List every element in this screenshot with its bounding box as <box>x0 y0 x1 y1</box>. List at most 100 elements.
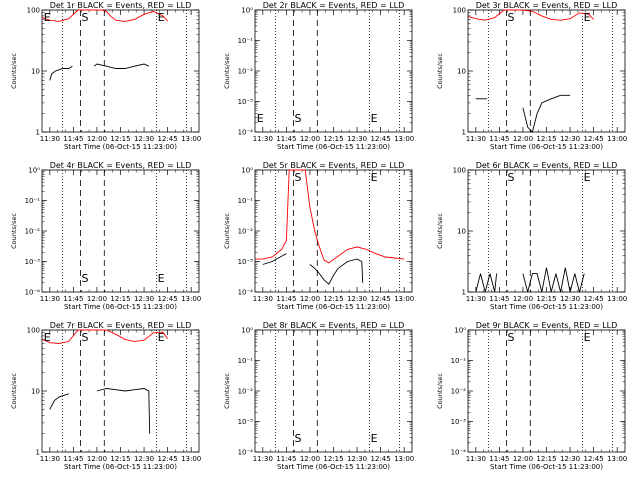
x-tick-label: 13:00 <box>181 455 201 463</box>
x-tick-label: 13:00 <box>607 295 627 303</box>
time-marker-label: S <box>294 112 301 125</box>
events-series-line <box>93 63 149 69</box>
x-tick-label: 13:00 <box>394 295 414 303</box>
y-tick-label: 10⁻² <box>238 68 254 76</box>
plot-frame <box>467 9 626 133</box>
y-tick-label: 10⁻¹ <box>238 357 254 365</box>
time-marker-label: E <box>371 432 378 445</box>
plot-frame <box>254 169 413 293</box>
y-tick-label: 100 <box>27 7 40 15</box>
x-tick-label: 12:30 <box>347 295 367 303</box>
y-tick-label: 1 <box>36 129 40 137</box>
time-marker-label: E <box>44 11 51 24</box>
time-marker-label: E <box>158 331 165 344</box>
plot-frame <box>41 9 200 133</box>
y-tick-label: 100 <box>27 327 40 335</box>
x-axis-label: Start Time (06-Oct-15 11:23:00) <box>64 303 177 311</box>
y-axis-label: Counts/sec <box>10 213 18 249</box>
y-tick-label: 10⁻¹ <box>238 37 254 45</box>
y-tick-label: 10 <box>31 68 40 76</box>
x-tick-label: 12:45 <box>158 455 178 463</box>
time-marker-label: E <box>257 112 264 125</box>
y-tick-label: 10⁻³ <box>25 258 41 266</box>
y-tick-label: 10⁻¹ <box>451 357 467 365</box>
y-tick-label: 1 <box>462 129 466 137</box>
x-tick-label: 11:45 <box>489 455 509 463</box>
x-axis-label: Start Time (06-Oct-15 11:23:00) <box>490 463 603 471</box>
time-marker-label: E <box>158 272 165 285</box>
x-axis-label: Start Time (06-Oct-15 11:23:00) <box>64 463 177 471</box>
chart-title: Det 1r BLACK = Events, RED = LLD <box>50 1 192 10</box>
y-tick-label: 10⁰ <box>241 167 253 175</box>
x-tick-label: 11:30 <box>40 135 60 143</box>
chart-title: Det 5r BLACK = Events, RED = LLD <box>263 161 405 170</box>
chart-title: Det 2r BLACK = Events, RED = LLD <box>263 1 405 10</box>
time-marker-label: S <box>507 331 514 344</box>
x-tick-label: 11:30 <box>466 135 486 143</box>
x-tick-label: 12:45 <box>371 455 391 463</box>
time-marker-label: E <box>371 171 378 184</box>
time-marker-label: S <box>81 11 88 24</box>
time-marker-label: E <box>584 171 591 184</box>
time-marker-label: E <box>158 11 165 24</box>
events-series-line <box>522 94 571 133</box>
time-marker-label: E <box>584 11 591 24</box>
chart-title: Det 8r BLACK = Events, RED = LLD <box>263 321 405 330</box>
x-tick-label: 12:30 <box>347 455 367 463</box>
x-tick-label: 13:00 <box>394 135 414 143</box>
y-tick-label: 10⁻² <box>238 228 254 236</box>
lld-series-line <box>255 169 405 264</box>
x-tick-label: 11:45 <box>276 295 296 303</box>
y-axis-label: Counts/sec <box>223 213 231 249</box>
x-tick-label: 13:00 <box>607 135 627 143</box>
x-tick-label: 11:45 <box>489 135 509 143</box>
chart-panel-9: Det 9r BLACK = Events, RED = LLD 10⁻⁴ 10⁻³… <box>436 321 627 471</box>
x-tick-label: 12:45 <box>584 135 604 143</box>
y-tick-label: 10⁻¹ <box>238 197 254 205</box>
y-tick-label: 10⁻³ <box>451 418 467 426</box>
time-marker-label: S <box>507 171 514 184</box>
x-tick-label: 11:30 <box>253 295 273 303</box>
x-axis-label: Start Time (06-Oct-15 11:23:00) <box>64 143 177 151</box>
events-series-line <box>262 253 287 265</box>
time-marker-label: S <box>507 11 514 24</box>
lld-series-line <box>42 9 168 22</box>
x-tick-label: 12:45 <box>371 135 391 143</box>
plot-frame <box>254 329 413 453</box>
events-series-line <box>522 267 585 293</box>
x-tick-label: 12:15 <box>323 455 343 463</box>
y-axis-label: Counts/sec <box>10 373 18 409</box>
events-series-line <box>309 258 364 285</box>
x-tick-label: 11:45 <box>63 295 83 303</box>
chart-panel-3: Det 3r BLACK = Events, RED = LLD 1 10 100 Co… <box>436 1 627 151</box>
y-tick-label: 10⁰ <box>241 7 253 15</box>
y-tick-label: 10 <box>31 388 40 396</box>
y-tick-label: 10 <box>457 228 466 236</box>
x-tick-label: 11:30 <box>253 455 273 463</box>
x-tick-label: 12:30 <box>560 295 580 303</box>
y-tick-label: 10⁻⁴ <box>238 289 254 297</box>
x-tick-label: 11:45 <box>489 295 509 303</box>
y-tick-label: 10⁻⁴ <box>25 289 41 297</box>
time-marker-label: S <box>294 432 301 445</box>
y-tick-label: 10⁻³ <box>238 418 254 426</box>
plot-frame <box>467 169 626 293</box>
x-tick-label: 12:30 <box>560 455 580 463</box>
chart-panel-5: Det 5r BLACK = Events, RED = LLD 10⁻⁴ 10⁻³… <box>223 161 414 311</box>
y-tick-label: 1 <box>462 289 466 297</box>
x-tick-label: 12:00 <box>87 135 107 143</box>
x-tick-label: 12:45 <box>158 135 178 143</box>
x-tick-label: 12:30 <box>134 135 154 143</box>
lld-series-line <box>468 9 594 21</box>
y-tick-label: 10⁻⁴ <box>451 449 467 457</box>
x-axis-label: Start Time (06-Oct-15 11:23:00) <box>277 463 390 471</box>
chart-panel-1: Det 1r BLACK = Events, RED = LLD 1 10 100 Co… <box>10 1 201 151</box>
x-tick-label: 11:30 <box>466 455 486 463</box>
x-tick-label: 12:15 <box>323 135 343 143</box>
y-tick-label: 10⁰ <box>28 167 40 175</box>
y-axis-label: Counts/sec <box>10 53 18 89</box>
x-tick-label: 13:00 <box>181 295 201 303</box>
y-axis-label: Counts/sec <box>223 53 231 89</box>
